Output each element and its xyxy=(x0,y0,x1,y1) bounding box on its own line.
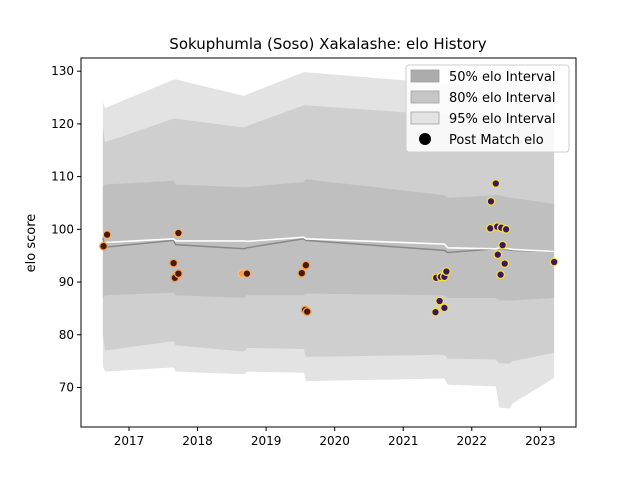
y-tick-label: 100 xyxy=(51,222,74,236)
x-tick-label: 2021 xyxy=(388,434,419,448)
data-point xyxy=(439,303,449,313)
legend-label: 95% elo Interval xyxy=(449,112,556,127)
data-point xyxy=(496,270,506,280)
legend: 50% elo Interval 80% elo Interval 95% elo … xyxy=(405,64,570,153)
x-tick-label: 2017 xyxy=(114,434,145,448)
data-point xyxy=(501,224,511,234)
data-point xyxy=(173,269,183,279)
plot-area xyxy=(99,72,559,409)
legend-label: Post Match elo xyxy=(449,133,544,148)
mean-line xyxy=(102,236,555,253)
y-axis-label: elo score xyxy=(24,214,39,273)
x-tick-label: 2020 xyxy=(319,434,350,448)
data-point xyxy=(99,241,109,251)
data-point xyxy=(549,257,559,267)
data-point xyxy=(431,307,440,317)
legend-label: 80% elo Interval xyxy=(449,91,556,106)
y-tick-label: 110 xyxy=(51,170,74,184)
data-point xyxy=(301,260,311,270)
data-point xyxy=(297,268,307,278)
x-tick-label: 2018 xyxy=(182,434,213,448)
legend-marker xyxy=(419,133,431,145)
x-tick-label: 2022 xyxy=(457,434,488,448)
y-tick-label: 80 xyxy=(59,328,74,342)
x-tick-label: 2023 xyxy=(525,434,556,448)
legend-label: 50% elo Interval xyxy=(449,70,556,85)
legend-swatch xyxy=(410,111,440,125)
data-point xyxy=(491,179,501,188)
data-point xyxy=(242,269,252,279)
y-tick-label: 130 xyxy=(51,64,74,78)
data-point xyxy=(493,250,503,260)
data-point xyxy=(102,230,112,240)
data-point xyxy=(441,267,451,276)
data-point xyxy=(500,259,510,269)
y-tick-label: 90 xyxy=(59,275,74,289)
plot-frame xyxy=(80,57,577,428)
y-tick-label: 70 xyxy=(59,380,74,394)
data-point xyxy=(486,196,496,206)
chart-title: Sokuphumla (Soso) Xakalashe: elo History xyxy=(169,35,487,53)
legend-swatch xyxy=(410,69,440,83)
data-point xyxy=(435,296,445,306)
y-tick-label: 120 xyxy=(51,117,74,131)
legend-swatch xyxy=(410,90,440,104)
data-point xyxy=(302,307,312,317)
x-tick-label: 2019 xyxy=(251,434,282,448)
data-point xyxy=(498,240,508,250)
median-line xyxy=(102,237,555,254)
legend-box xyxy=(405,64,570,153)
data-point xyxy=(169,258,179,268)
data-point xyxy=(173,228,183,238)
